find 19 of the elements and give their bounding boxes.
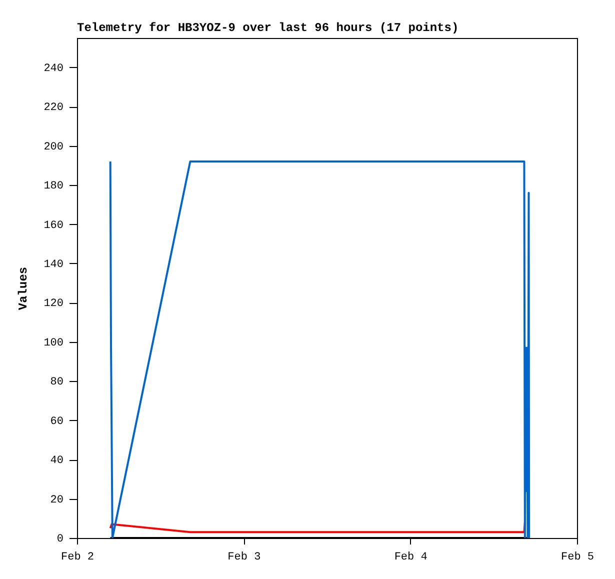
- y-tick-label: 60: [50, 416, 64, 428]
- y-tick-label: 40: [50, 455, 64, 468]
- y-tick-label: 240: [44, 62, 64, 75]
- y-tick-label: 180: [44, 180, 64, 193]
- y-tick-label: 80: [50, 376, 64, 389]
- y-tick-label: 200: [44, 141, 64, 154]
- y-tick-label: 20: [50, 494, 64, 506]
- x-tick-label: Feb 4: [394, 552, 428, 564]
- x-tick-label: Feb 3: [228, 552, 261, 564]
- y-tick-label: 160: [44, 220, 64, 232]
- x-tick-label: Feb 5: [560, 552, 594, 564]
- y-tick-label: 140: [44, 258, 64, 271]
- chart-title: Telemetry for HB3YOZ-9 over last 96 hours (17 points): [77, 21, 459, 35]
- y-tick-label: 0: [56, 534, 64, 546]
- y-tick-label: 120: [44, 298, 64, 310]
- x-tick-label: Feb 2: [60, 552, 94, 564]
- y-tick-label: 220: [44, 102, 64, 114]
- y-axis-title: Values: [16, 266, 31, 310]
- y-tick-label: 100: [44, 337, 64, 350]
